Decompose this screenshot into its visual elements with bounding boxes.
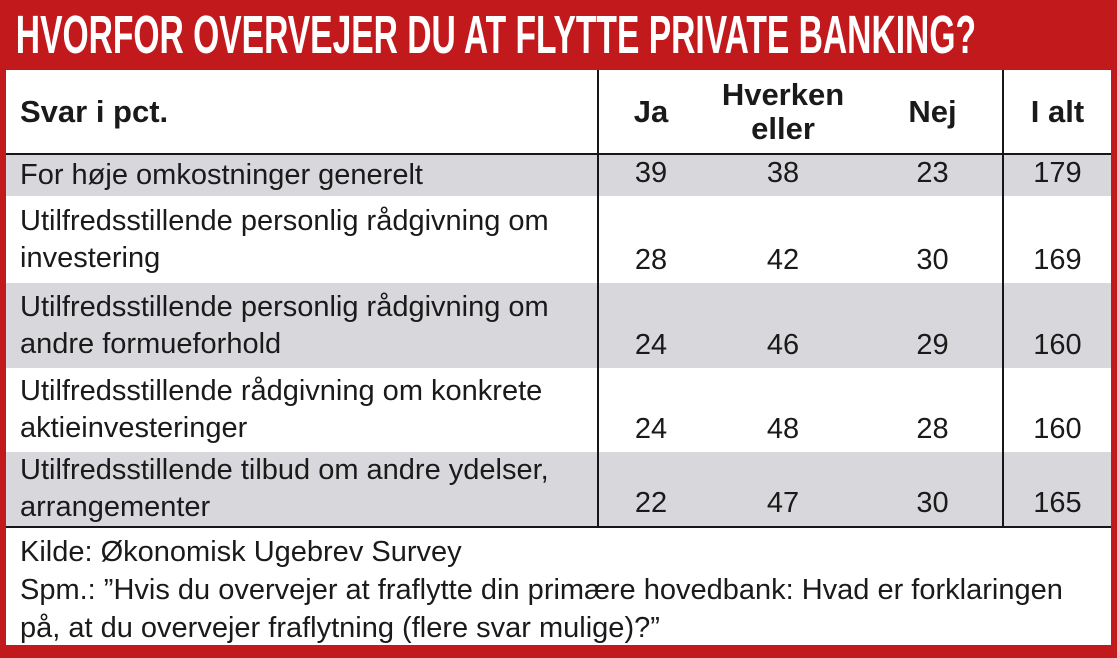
row-value: 160 — [1002, 283, 1111, 368]
question-note: Spm.: ”Hvis du overvejer at fraflytte di… — [20, 574, 1063, 644]
table-row: For høje omkostninger generelt 39 38 23 179 — [6, 154, 1111, 196]
row-value: 42 — [766, 244, 800, 276]
row-value: 23 — [916, 157, 949, 189]
row-value: 165 — [1002, 452, 1111, 528]
row-value: 47 — [703, 452, 863, 528]
column-header-svar-i-pct: Svar i pct. — [6, 70, 598, 155]
table-body: For høje omkostninger generelt 39 38 23 179 U… — [6, 154, 1111, 528]
column-header-nej: Nej — [863, 70, 1003, 155]
row-value: 30 — [916, 244, 949, 276]
row-label: Utilfredsstillende personlig rådgivning … — [20, 204, 549, 274]
row-value: 28 — [916, 413, 949, 445]
row-label: For høje omkostninger generelt — [20, 159, 423, 191]
row-value: 29 — [916, 329, 949, 361]
row-value: 169 — [1002, 196, 1111, 283]
row-value: 46 — [766, 329, 800, 361]
row-value: 38 — [766, 157, 800, 189]
bottom-red-bar — [6, 645, 1111, 658]
page-title: HVORFOR OVERVEJER DU AT FLYTTE PRIVATE B… — [15, 5, 976, 65]
survey-table: Svar i pct. Ja Hverken eller Nej I alt F… — [6, 70, 1111, 528]
column-header-ja: Ja — [597, 70, 703, 155]
row-label: Utilfredsstillende tilbud om andre ydels… — [6, 452, 598, 528]
row-value: 24 — [597, 283, 703, 368]
column-header-hverken-eller: Hverken eller — [703, 70, 863, 155]
row-value: 160 — [1002, 368, 1111, 452]
table-row: Utilfredsstillende personlig rådgivning … — [6, 196, 1111, 283]
table-header: Svar i pct. Ja Hverken eller Nej I alt — [6, 70, 1111, 155]
column-header-i-alt: I alt — [1002, 70, 1111, 155]
row-label: Utilfredsstillende rådgivning om konkret… — [20, 375, 543, 444]
table-row: Utilfredsstillende personlig rådgivning … — [6, 283, 1111, 368]
table-row: Utilfredsstillende tilbud om andre ydels… — [6, 452, 1111, 528]
table-row: Utilfredsstillende rådgivning om konkret… — [6, 368, 1111, 452]
row-value: 24 — [597, 368, 703, 452]
title-bar: HVORFOR OVERVEJER DU AT FLYTTE PRIVATE B… — [6, 0, 1111, 70]
source-note: Kilde: Økonomisk Ugebrev Survey — [20, 536, 462, 568]
row-value: 30 — [863, 452, 1003, 528]
footnotes: Kilde: Økonomisk Ugebrev Survey Spm.: ”H… — [6, 528, 1111, 644]
row-value: 28 — [597, 196, 703, 283]
row-value: 39 — [597, 154, 703, 196]
row-value: 179 — [1002, 154, 1111, 196]
row-value: 22 — [597, 452, 703, 528]
row-value: 48 — [766, 413, 800, 445]
row-label: Utilfredsstillende personlig rådgivning … — [20, 290, 549, 360]
header-row: Svar i pct. Ja Hverken eller Nej I alt — [6, 70, 1111, 155]
